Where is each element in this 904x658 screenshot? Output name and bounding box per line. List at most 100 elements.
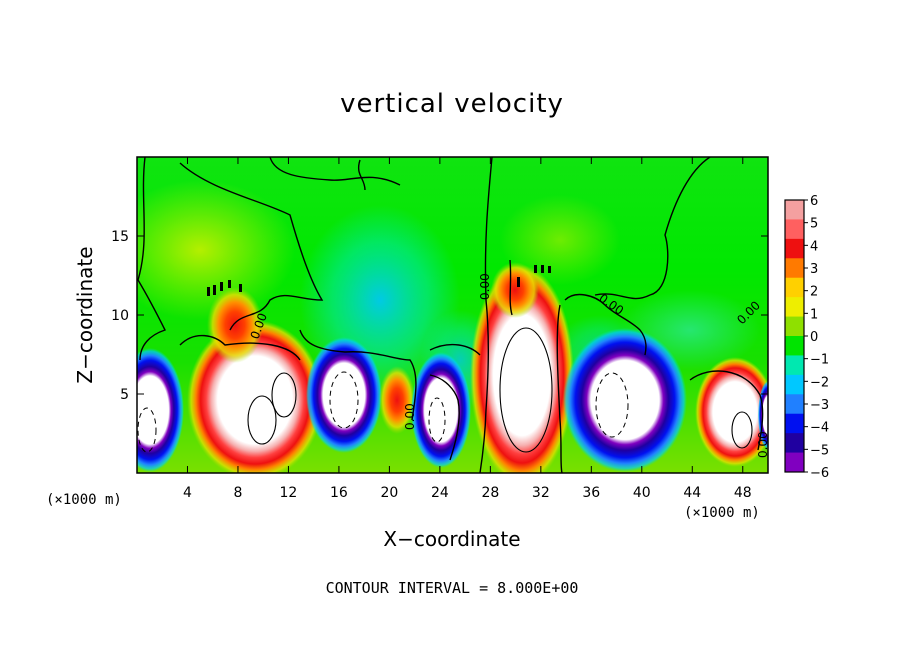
x-tick-label: 28 <box>481 485 499 501</box>
colorbar-label: −1 <box>810 353 829 368</box>
contour-line-6 <box>429 343 481 356</box>
x-tick-label: 16 <box>330 485 348 501</box>
contour-line-13 <box>429 374 460 461</box>
x-tick-label: 32 <box>532 485 550 501</box>
x-tick-label: 36 <box>582 485 600 501</box>
colorbar-segment <box>785 452 804 473</box>
colorbar-segment <box>785 394 804 415</box>
small-contour-9 <box>548 266 551 273</box>
contour-line-1 <box>137 157 166 361</box>
core-contour-1 <box>247 395 277 445</box>
colorbar-label: 4 <box>810 239 818 254</box>
core-contour-3 <box>499 327 553 453</box>
updraft-cell-3 <box>470 265 574 473</box>
chart-title: vertical velocity <box>340 89 564 119</box>
small-contour-5 <box>239 284 242 292</box>
downdraft-cell-2 <box>306 337 382 453</box>
neg-contour-1 <box>137 407 157 453</box>
small-contour-8 <box>541 265 544 273</box>
negative-contours <box>137 371 629 453</box>
colorbar-segment <box>785 413 804 434</box>
contour-line-14 <box>357 159 366 191</box>
contour-line-7 <box>479 157 493 473</box>
small-contour-1 <box>207 287 210 296</box>
colorbar-segment <box>785 238 804 259</box>
colorbar-segment <box>785 277 804 298</box>
downdraft-cell-3 <box>411 352 471 468</box>
updraft-cell-4 <box>695 357 768 467</box>
small-contour-4 <box>228 280 231 288</box>
colorbar-label: −2 <box>810 375 829 390</box>
x-axis-title: X−coordinate <box>383 527 520 551</box>
x-unit-label-left: (×1000 m) <box>46 492 122 508</box>
colorbar-segment <box>785 200 804 220</box>
updraft-plume-1 <box>207 287 263 363</box>
colorbar-label: 3 <box>810 262 818 277</box>
updraft-cell-2 <box>379 366 415 434</box>
contour-label-3: 0.00 <box>478 273 492 300</box>
colorbar-segment <box>785 355 804 376</box>
neg-contour-2 <box>329 371 359 429</box>
contour-line-4 <box>299 329 417 421</box>
contour-interval-label: CONTOUR INTERVAL = 8.000E+00 <box>326 579 579 597</box>
x-tick-label: 20 <box>380 485 398 501</box>
contour-line-9 <box>564 293 647 356</box>
yellow-region-left <box>137 180 295 320</box>
colorbar-segment <box>785 219 804 240</box>
x-tick-label: 8 <box>233 485 242 501</box>
neg-contour-4 <box>595 372 629 438</box>
contour-line-8 <box>509 259 513 316</box>
contour-line-11 <box>594 157 711 300</box>
x-tick-label: 40 <box>633 485 651 501</box>
colorbar-segment <box>785 374 804 395</box>
core-contours <box>247 327 753 453</box>
core-contour-2 <box>271 372 297 418</box>
contour-label-6: 0.00 <box>756 431 770 458</box>
contour-line-10 <box>556 304 563 473</box>
colorbar-label: 5 <box>810 217 818 232</box>
y-axis-title: Z−coordinate <box>73 246 97 383</box>
small-contour-7 <box>534 265 537 273</box>
plot-area: 0.00 0.00 0.00 0.00 0.00 0.00 <box>137 157 770 473</box>
x-tick-label: 4 <box>183 485 192 501</box>
small-contour-6 <box>517 277 520 287</box>
colorbar-label: 1 <box>810 307 818 322</box>
colorbar-label: 6 <box>810 194 818 209</box>
colorbar-label: 0 <box>810 330 818 345</box>
colorbar-segment <box>785 316 804 337</box>
zero-contours <box>137 157 764 473</box>
colorbar-label: −6 <box>810 466 829 481</box>
x-tick-label: 24 <box>431 485 449 501</box>
colorbar-label: −4 <box>810 421 829 436</box>
downdraft-cell-1 <box>137 348 184 472</box>
updraft-plume-3 <box>491 262 539 318</box>
y-tick-label: 15 <box>111 229 129 245</box>
small-contours <box>207 265 551 296</box>
x-axis: 4 8 12 16 20 24 28 32 36 40 44 48 <box>183 157 752 501</box>
y-tick-label: 10 <box>111 308 129 324</box>
colorbar-label: −5 <box>810 443 829 458</box>
core-contour-4 <box>731 411 753 449</box>
updraft-cell-1 <box>187 320 323 473</box>
x-tick-label: 12 <box>280 485 298 501</box>
contour-line-3 <box>269 157 401 186</box>
contour-line-12 <box>689 370 764 451</box>
x-unit-label-right: (×1000 m) <box>684 505 760 521</box>
colorbar-label: −3 <box>810 398 829 413</box>
x-tick-label: 44 <box>683 485 701 501</box>
contour-line-2 <box>179 162 324 331</box>
yellow-region-right <box>500 195 620 285</box>
colorbar-label: 2 <box>810 285 818 300</box>
contour-line-5 <box>179 334 301 361</box>
y-tick-label: 5 <box>120 387 129 403</box>
colorbar-segment <box>785 258 804 279</box>
colorbar-segment <box>785 336 804 356</box>
contour-label-2: 0.00 <box>403 403 417 430</box>
small-contour-2 <box>213 285 216 295</box>
small-contour-3 <box>220 282 223 291</box>
colorbar: 6 5 4 3 2 1 0 −1 −2 −3 −4 −5 −6 <box>784 194 829 481</box>
colorbar-segment <box>785 433 804 454</box>
y-axis: 5 10 15 <box>111 229 768 403</box>
